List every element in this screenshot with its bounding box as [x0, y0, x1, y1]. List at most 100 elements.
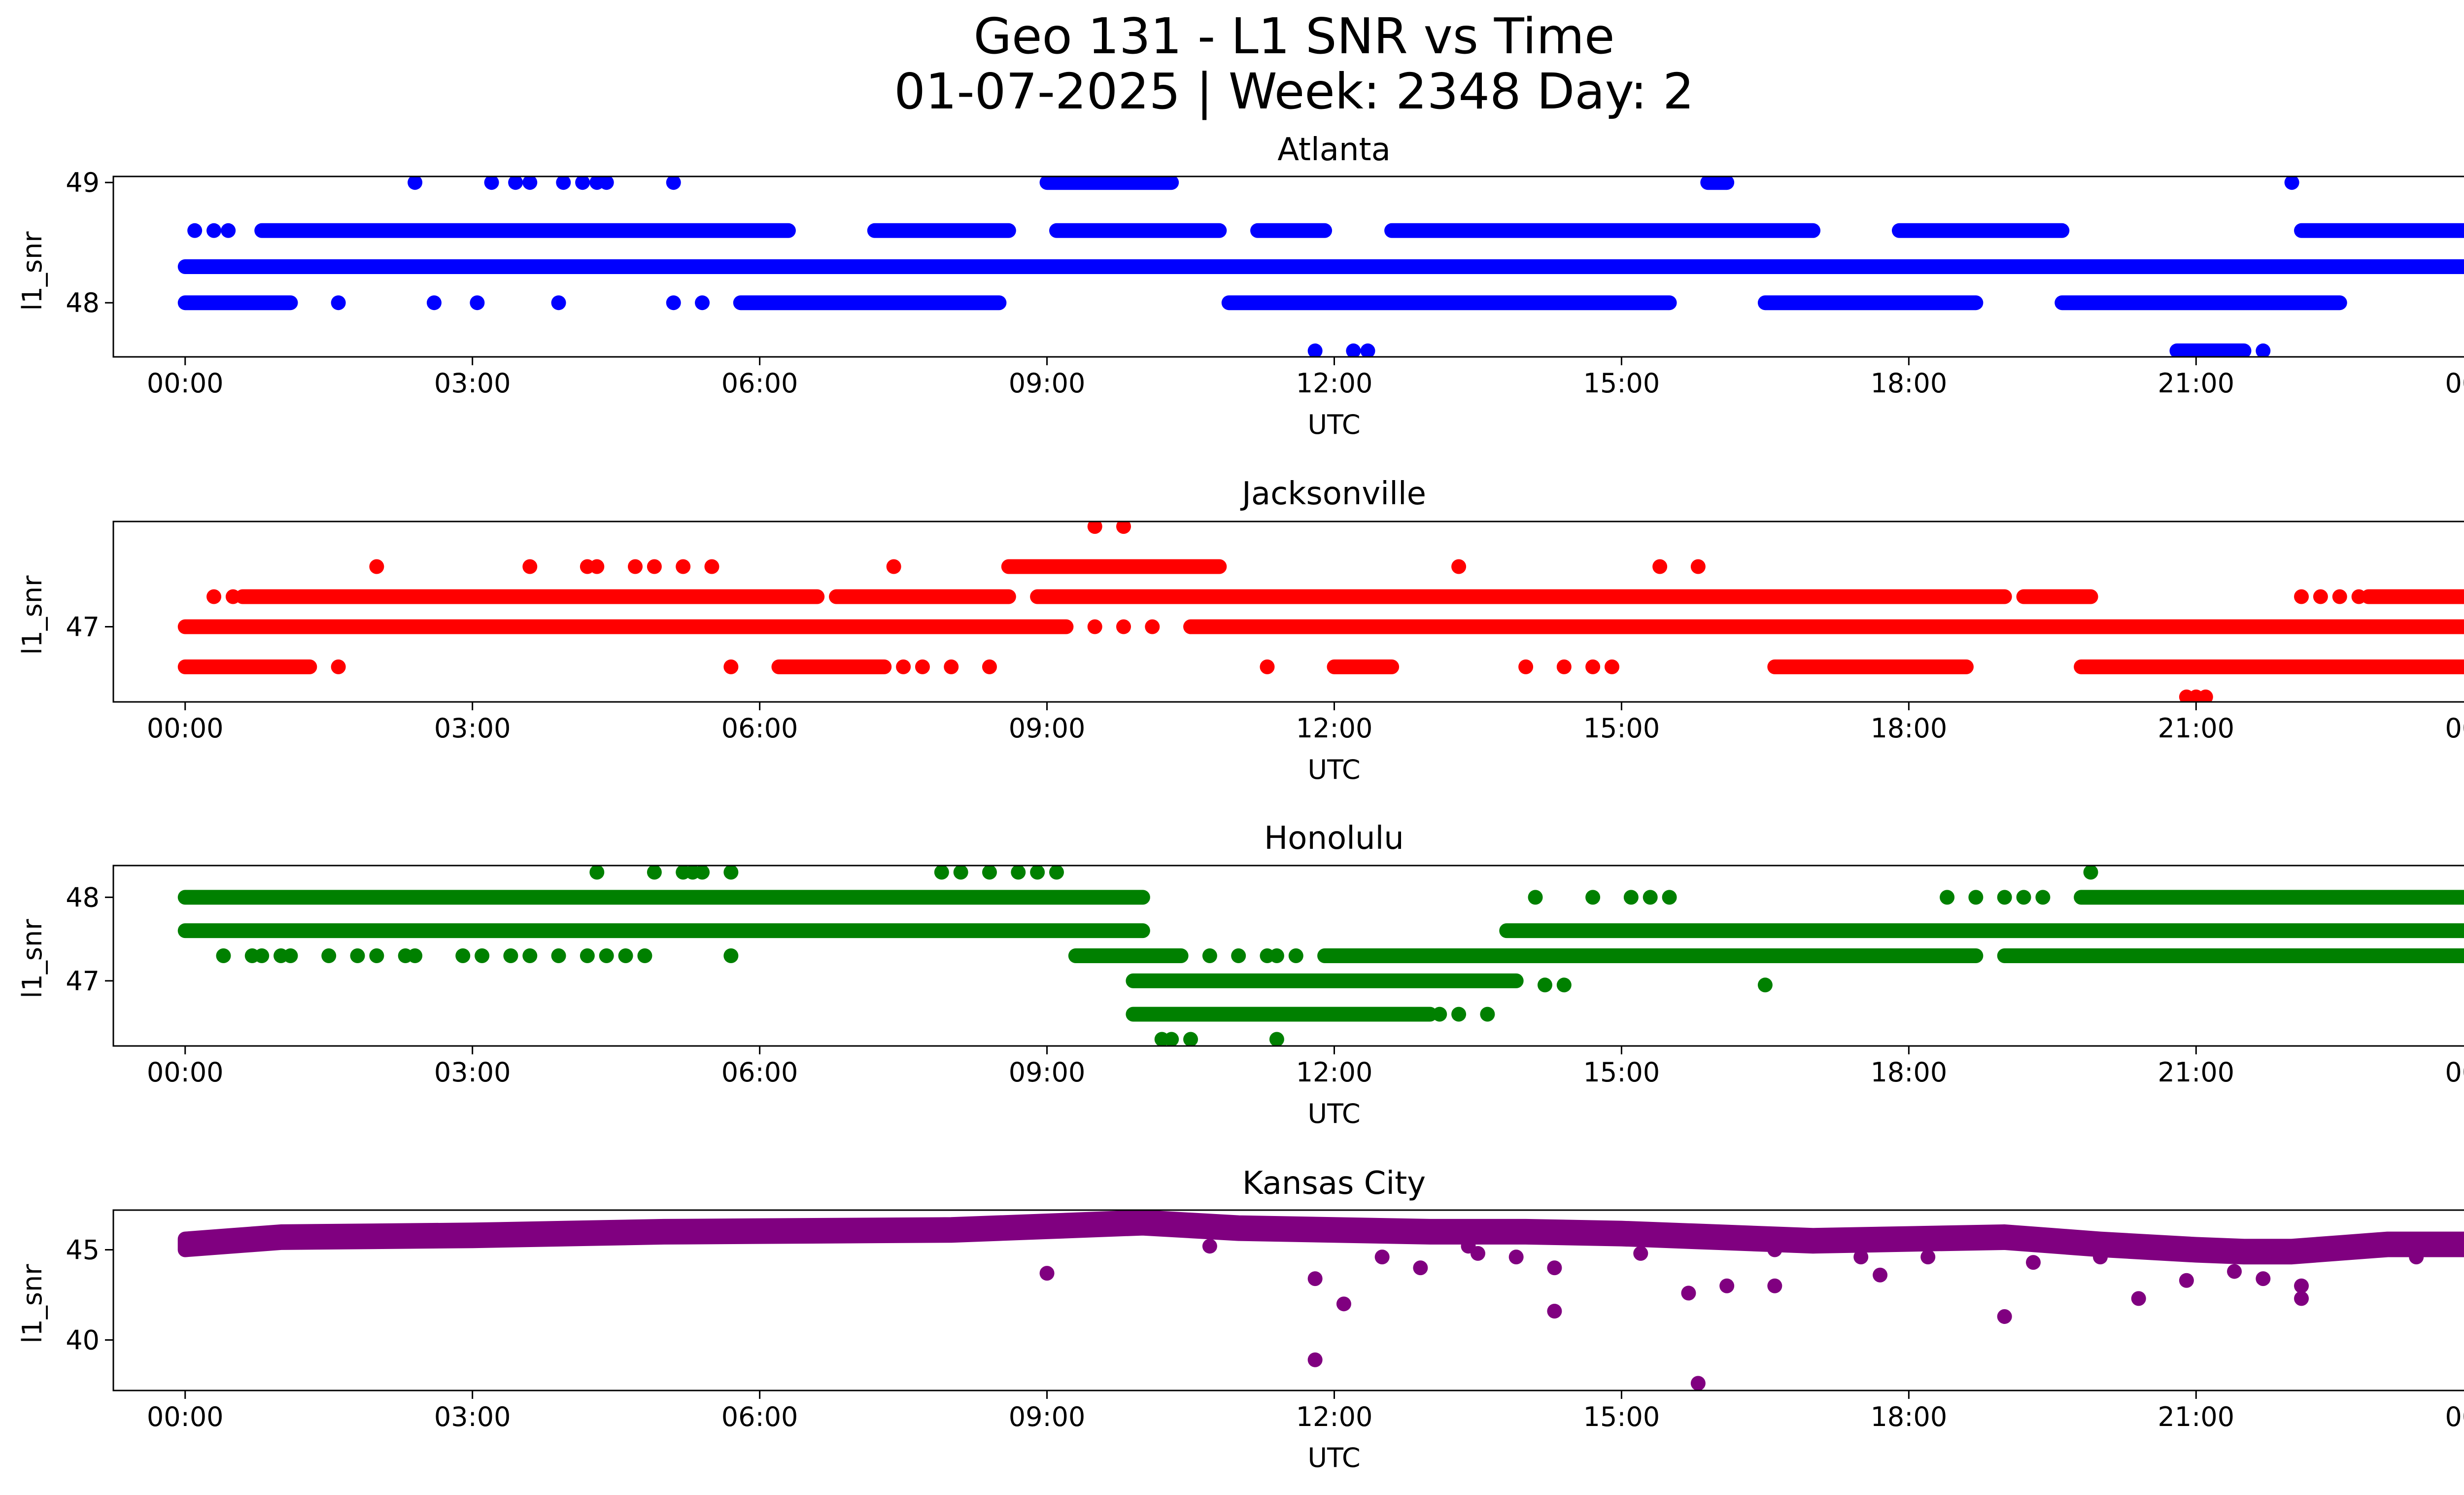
jacksonville-point	[1652, 559, 1668, 574]
jacksonville-point	[206, 589, 222, 604]
honolulu-point	[503, 948, 518, 963]
jacksonville-x-tick-label: 00:00	[2445, 713, 2464, 744]
honolulu-point	[1049, 866, 1064, 880]
honolulu-point	[1269, 1032, 1284, 1046]
kansas-city-point	[2131, 1291, 2146, 1306]
atlanta-point	[508, 176, 523, 190]
honolulu-x-tick-label: 00:00	[2445, 1057, 2464, 1088]
kansas-city-point	[2256, 1271, 2271, 1286]
kansas-city-point	[1508, 1250, 1524, 1265]
jacksonville-point-run	[2074, 659, 2464, 674]
kansas-city-point	[1336, 1296, 1351, 1312]
kansas-city-y-label: l1_snr	[17, 1264, 48, 1344]
atlanta-point	[484, 176, 499, 190]
jacksonville-point	[2351, 589, 2366, 604]
atlanta-point-run	[1221, 295, 1677, 311]
jacksonville-y-label: l1_snr	[17, 575, 48, 655]
honolulu-point	[599, 948, 614, 963]
atlanta-point	[2284, 176, 2299, 190]
kansas-city-point	[1681, 1286, 1696, 1301]
atlanta-point	[666, 295, 681, 311]
atlanta-point	[221, 223, 236, 238]
jacksonville-point	[1690, 559, 1706, 574]
kansas-city-point	[1039, 1266, 1055, 1281]
atlanta-point-run	[177, 259, 2464, 274]
kansas-city-point	[2294, 1291, 2309, 1306]
jacksonville-point	[704, 559, 719, 574]
atlanta-x-tick-label: 15:00	[1583, 368, 1660, 399]
honolulu-point	[1556, 977, 1572, 993]
atlanta-point-run	[254, 223, 796, 238]
atlanta-point-run	[1384, 223, 1821, 238]
jacksonville-point	[1518, 659, 1534, 674]
atlanta-point-run	[1757, 295, 1984, 311]
kansas-city-point	[2294, 1278, 2309, 1293]
honolulu-point-run	[1317, 948, 1984, 963]
jacksonville-point-run	[1183, 619, 2464, 634]
kansas-city-x-tick-label: 00:00	[2445, 1401, 2464, 1432]
honolulu-point	[455, 948, 471, 963]
kansas-city-x-label: UTC	[1307, 1442, 1360, 1473]
jacksonville-series	[177, 522, 2464, 702]
kansas-city-point	[1374, 1250, 1390, 1265]
honolulu-point	[1480, 1007, 1495, 1022]
honolulu-point	[647, 866, 662, 880]
atlanta-point-run	[1039, 176, 1179, 190]
atlanta-x-tick-label: 09:00	[1009, 368, 1086, 399]
jacksonville-point-run	[771, 659, 892, 674]
honolulu-point	[637, 948, 652, 963]
kansas-city-point	[1307, 1352, 1323, 1367]
jacksonville-point	[369, 559, 384, 574]
atlanta-y-tick-label: 48	[66, 287, 100, 318]
kansas-city-x-tick-label: 15:00	[1583, 1401, 1660, 1432]
figure-title-line-1: Geo 131 - L1 SNR vs Time	[974, 7, 1615, 65]
kansas-city-point	[1547, 1260, 1562, 1276]
honolulu-panel: Honolulu l1_snr UTC 00:00 03:00 06:00 09:00…	[17, 820, 2464, 1129]
figure-title-line-2: 01-07-2025 | Week: 2348 Day: 2	[894, 63, 1694, 120]
jacksonville-point	[225, 589, 240, 604]
honolulu-point	[1537, 977, 1552, 993]
honolulu-x-tick-label: 12:00	[1296, 1057, 1373, 1088]
atlanta-point	[1346, 343, 1361, 357]
honolulu-x-tick-label: 00:00	[147, 1057, 224, 1088]
jacksonville-point	[331, 659, 346, 674]
jacksonville-x-tick-label: 09:00	[1009, 713, 1086, 744]
honolulu-point	[1623, 890, 1639, 905]
honolulu-point	[1662, 890, 1677, 905]
atlanta-point	[695, 295, 710, 311]
atlanta-point-run	[1049, 223, 1227, 238]
jacksonville-point	[628, 559, 643, 574]
atlanta-x-tick-label: 06:00	[721, 368, 798, 399]
atlanta-x-label: UTC	[1307, 409, 1360, 440]
jacksonville-point	[1556, 659, 1572, 674]
jacksonville-point	[2198, 689, 2213, 702]
atlanta-x-tick-label: 00:00	[147, 368, 224, 399]
atlanta-point-run	[1891, 223, 2070, 238]
honolulu-x-tick-label: 03:00	[434, 1057, 511, 1088]
honolulu-y-label: l1_snr	[17, 919, 48, 999]
honolulu-point	[1968, 890, 1984, 905]
atlanta-title: Atlanta	[1277, 132, 1391, 168]
honolulu-x-tick-label: 15:00	[1583, 1057, 1660, 1088]
kansas-city-panel: Kansas City l1_snr UTC 00:00 03:00 06:00 09…	[17, 1165, 2464, 1473]
jacksonville-point	[1087, 522, 1102, 534]
jacksonville-x-tick-label: 21:00	[2158, 713, 2235, 744]
honolulu-y-tick-label: 48	[66, 882, 100, 913]
jacksonville-point-run	[1767, 659, 1974, 674]
honolulu-point	[369, 948, 384, 963]
kansas-city-point	[1767, 1278, 1782, 1293]
honolulu-point	[1164, 1032, 1179, 1046]
honolulu-point	[1231, 948, 1246, 963]
honolulu-point	[1643, 890, 1658, 905]
honolulu-point-run	[1126, 1007, 1437, 1022]
atlanta-point	[666, 176, 681, 190]
honolulu-point-run	[1068, 948, 1189, 963]
honolulu-point	[695, 866, 710, 880]
kansas-city-x-tick-label: 21:00	[2158, 1401, 2235, 1432]
atlanta-point	[1360, 343, 1375, 357]
kansas-city-point	[1633, 1246, 1648, 1261]
jacksonville-point-run	[2361, 589, 2464, 604]
honolulu-point	[408, 948, 423, 963]
jacksonville-x-label: UTC	[1307, 754, 1360, 785]
atlanta-point-run	[2294, 223, 2464, 238]
